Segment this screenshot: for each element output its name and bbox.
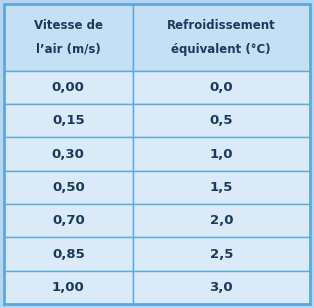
Text: Vitesse de: Vitesse de: [34, 19, 103, 32]
Text: 0,85: 0,85: [52, 248, 85, 261]
Bar: [4, 271, 133, 304]
Bar: [133, 204, 310, 237]
Bar: [133, 237, 310, 271]
Text: 0,5: 0,5: [209, 114, 233, 127]
Text: 3,0: 3,0: [209, 281, 233, 294]
Text: 1,00: 1,00: [52, 281, 85, 294]
Text: 1,0: 1,0: [209, 148, 233, 160]
Bar: [133, 104, 310, 137]
Text: 0,0: 0,0: [209, 81, 233, 94]
Bar: [133, 71, 310, 104]
Bar: [4, 171, 133, 204]
Text: l’air (m/s): l’air (m/s): [36, 43, 100, 56]
Bar: [133, 271, 310, 304]
Bar: [133, 171, 310, 204]
Bar: [133, 4, 310, 71]
Text: Refroidissement: Refroidissement: [167, 19, 276, 32]
Bar: [4, 4, 133, 71]
Bar: [4, 204, 133, 237]
Text: 2,0: 2,0: [209, 214, 233, 227]
Text: 0,30: 0,30: [52, 148, 85, 160]
Text: 0,00: 0,00: [52, 81, 85, 94]
Bar: [4, 104, 133, 137]
Text: 0,70: 0,70: [52, 214, 85, 227]
Text: 0,50: 0,50: [52, 181, 85, 194]
Text: 2,5: 2,5: [209, 248, 233, 261]
Text: 1,5: 1,5: [209, 181, 233, 194]
Bar: [4, 71, 133, 104]
Text: équivalent (°C): équivalent (°C): [171, 43, 271, 56]
Text: 0,15: 0,15: [52, 114, 84, 127]
Bar: [133, 137, 310, 171]
Bar: [4, 137, 133, 171]
Bar: [4, 237, 133, 271]
